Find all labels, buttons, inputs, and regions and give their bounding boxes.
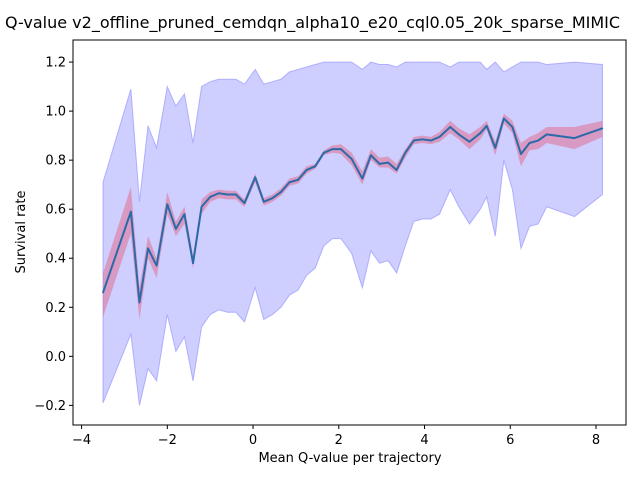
x-tick-label: 4	[420, 433, 428, 448]
data-point	[573, 137, 576, 139]
y-tick-label: 0.0	[45, 350, 66, 365]
data-point	[297, 178, 299, 181]
data-point	[217, 192, 220, 195]
data-point	[155, 264, 158, 267]
y-tick-label: 1.0	[45, 105, 66, 120]
x-tick-label: 8	[592, 433, 600, 448]
data-point	[378, 163, 381, 165]
x-axis: −4 −2 0 2 4 6 8	[72, 425, 600, 448]
data-point	[528, 142, 531, 144]
data-point	[130, 210, 132, 213]
data-point	[102, 291, 104, 294]
data-point	[361, 177, 364, 180]
data-point	[458, 133, 460, 136]
data-point	[485, 125, 488, 127]
data-point	[192, 262, 194, 264]
data-point	[314, 165, 317, 168]
data-point	[430, 139, 432, 142]
data-point	[243, 202, 246, 204]
data-point	[413, 139, 415, 142]
data-point	[280, 191, 282, 193]
data-point	[468, 140, 471, 143]
x-tick-label: 0	[249, 433, 257, 448]
data-point	[331, 148, 334, 150]
data-point	[305, 169, 308, 171]
x-tick-label: −2	[158, 433, 177, 448]
data-point	[147, 247, 149, 250]
y-axis: −0.2 0.0 0.2 0.4 0.6 0.8 1.0 1.2	[34, 56, 73, 414]
data-point	[235, 193, 237, 196]
y-tick-label: 0.6	[45, 203, 66, 218]
data-point	[254, 176, 256, 179]
data-point	[138, 301, 141, 304]
axes-frame	[72, 39, 627, 426]
data-point	[350, 158, 353, 160]
data-point	[503, 117, 505, 120]
y-tick-label: −0.2	[34, 399, 66, 414]
mean-survival-points	[102, 117, 604, 304]
outer-band-area	[102, 61, 603, 406]
data-point	[262, 201, 265, 203]
x-tick-label: 2	[335, 433, 343, 448]
plot-area	[102, 61, 604, 406]
data-point	[545, 133, 548, 136]
data-point	[438, 136, 441, 138]
y-axis-label: Survival rate	[14, 191, 29, 274]
y-tick-label: 1.2	[45, 56, 66, 71]
x-tick-label: 6	[506, 433, 514, 448]
data-point	[395, 169, 398, 171]
outer-confidence-band	[102, 61, 603, 406]
data-point	[537, 139, 539, 142]
data-point	[479, 132, 482, 134]
y-tick-label: 0.4	[45, 252, 66, 267]
data-point	[340, 148, 342, 150]
data-point	[175, 228, 177, 230]
data-point	[370, 154, 372, 157]
data-point	[404, 152, 407, 154]
data-point	[449, 126, 452, 128]
data-point	[601, 127, 604, 130]
data-point	[520, 153, 522, 155]
data-point	[387, 161, 389, 164]
data-point	[271, 197, 274, 199]
x-tick-label: −4	[72, 433, 91, 448]
y-tick-label: 0.8	[45, 154, 66, 169]
data-point	[288, 181, 291, 184]
x-axis-label: Mean Q-value per trajectory	[258, 451, 441, 466]
data-point	[494, 147, 497, 149]
data-point	[226, 193, 229, 196]
y-tick-label: 0.2	[45, 301, 66, 316]
data-point	[183, 213, 186, 215]
chart-title: Q-value v2_offline_pruned_cemdqn_alpha10…	[5, 13, 620, 33]
data-point	[421, 138, 424, 141]
data-point	[322, 152, 325, 154]
data-point	[511, 126, 514, 128]
data-point	[200, 205, 203, 208]
data-point	[166, 203, 169, 206]
data-point	[209, 196, 211, 198]
